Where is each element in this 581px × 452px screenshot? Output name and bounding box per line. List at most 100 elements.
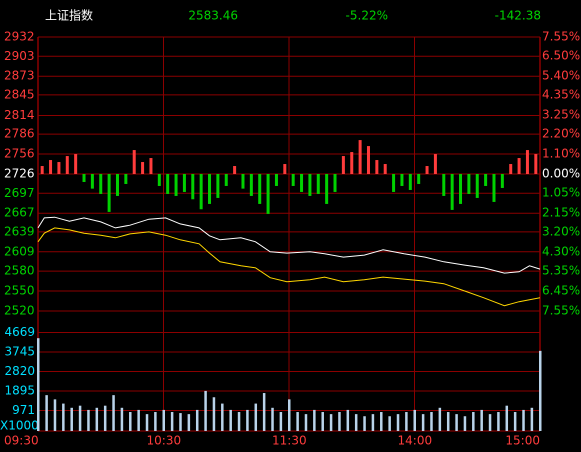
volume-bar [346,409,350,431]
y2-tick-label: 7.55% [542,304,580,318]
breadth-bar [300,174,304,192]
breadth-bar [274,174,278,186]
unit-label: X1000 [0,419,39,433]
volume-bar [539,350,542,431]
breadth-bar [182,174,186,192]
y2-tick-label: 4.30% [542,245,580,259]
breadth-bar [459,174,463,204]
price-line [37,227,541,307]
volume-bar [279,412,283,431]
breadth-bar [316,174,320,194]
y-tick-label: 2609 [4,244,35,258]
volume-bar [271,407,274,431]
breadth-bar [49,160,53,174]
breadth-bar [392,174,396,192]
breadth-bar [341,156,345,174]
volume-bar [405,412,408,431]
volume-bar [505,405,509,431]
breadth-bar [308,174,312,196]
volume-bar [112,395,115,431]
breadth-bar [216,174,220,198]
x-tick-label: 14:00 [398,434,433,448]
breadth-bar [40,166,44,174]
y-tick-label: 2580 [4,264,35,278]
volume-bar [430,412,433,431]
breadth-bar [224,174,228,186]
breadth-bar [141,162,145,174]
y2-tick-label: 5.40% [542,69,580,83]
volume-bar [237,412,241,431]
volume-bar [463,416,467,431]
breadth-bar [450,174,454,210]
volume-bar [204,390,207,431]
volume-bar [103,405,107,431]
volume-bar [145,414,149,431]
volume-bar [396,414,400,431]
y-tick-label: 1895 [4,384,35,398]
breadth-bar [417,174,421,184]
volume-bar [78,405,82,431]
volume-bar [179,413,182,431]
volume-bar [296,412,299,431]
breadth-bar [65,156,69,174]
volume-bar [254,403,258,431]
breadth-bar [492,174,496,202]
y-tick-label: 2845 [4,87,35,101]
breadth-bar [442,174,446,196]
volume-bar [87,409,90,431]
breadth-bar [115,174,119,196]
volume-bar [129,412,132,431]
volume-bar [212,397,216,431]
breadth-bar [149,158,153,174]
breadth-bar [383,164,387,174]
x-tick-label: 11:30 [272,434,307,448]
breadth-bar [99,174,103,194]
volume-bar [388,416,391,431]
y-tick-label: 971 [12,403,35,417]
breadth-bar [433,154,437,174]
y2-tick-label: 3.20% [542,225,580,239]
breadth-bar [350,152,354,174]
breadth-bar [57,162,61,174]
x-tick-label: 15:00 [505,434,540,448]
volume-bar [304,414,308,431]
breadth-bar [124,174,128,184]
y2-tick-label: 1.10% [542,147,580,161]
volume-bar [522,409,525,431]
breadth-bar [509,164,513,174]
breadth-bar [291,174,295,186]
volume-bar [53,399,57,431]
x-tick-label: 10:30 [147,434,182,448]
price-line [37,216,541,274]
chart-title: 上证指数 [45,8,93,23]
volume-bar [195,409,199,431]
breadth-bar [258,174,262,204]
volume-bar [246,409,249,431]
volume-bar [472,412,475,431]
y2-tick-label: 1.05% [542,186,580,200]
volume-bar [338,412,341,431]
breadth-bar [517,158,521,174]
volume-bar [363,416,366,431]
y2-tick-label: 6.50% [542,49,580,63]
volume-bar [513,412,517,431]
breadth-bar [107,174,111,212]
y-tick-label: 2550 [4,284,35,298]
volume-bar [371,414,375,431]
breadth-bar [467,174,471,194]
breadth-bar [191,174,195,200]
volume-bar [313,409,316,431]
volume-bar [70,407,73,431]
change-percent: -5.22% [346,9,388,23]
y-tick-label: 2820 [4,364,35,378]
y2-tick-label: 4.35% [542,88,580,102]
y-tick-label: 3745 [4,345,35,359]
breadth-bar [425,166,429,174]
y2-tick-label: 7.55% [542,30,580,44]
y2-tick-label: 2.15% [542,206,580,220]
y-tick-label: 2639 [4,224,35,238]
breadth-bar [266,174,270,214]
volume-bar [154,412,157,431]
